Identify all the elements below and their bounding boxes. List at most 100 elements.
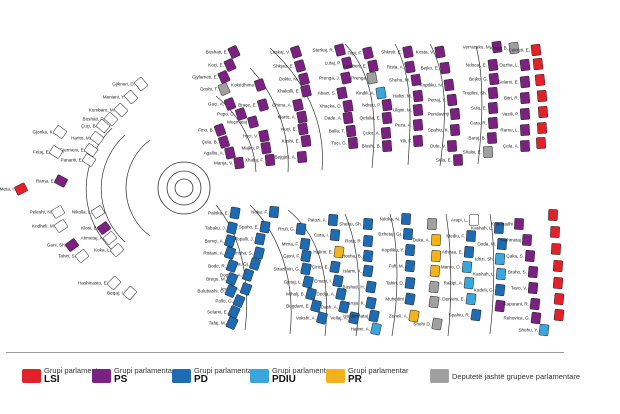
seat-box bbox=[534, 73, 546, 87]
seat: Bushati, D. bbox=[83, 112, 118, 126]
seat-label: Dade, A. bbox=[324, 116, 342, 121]
seat-box bbox=[529, 297, 541, 311]
seat-box bbox=[553, 292, 565, 306]
seat-label: Beqaj, I. bbox=[107, 291, 124, 296]
seat-label: Bogdani, E. bbox=[286, 304, 310, 309]
seat-box bbox=[449, 124, 461, 136]
seat-label: Meta, I. bbox=[0, 187, 15, 192]
seat-label: Qefalia, E. bbox=[360, 116, 381, 121]
seat: Duzha, L. bbox=[499, 58, 531, 72]
seat-label: Vellaj, A. bbox=[330, 316, 348, 321]
seat-label: Gjiknuri, D. bbox=[112, 82, 135, 87]
seat: Peza, A. bbox=[395, 118, 424, 132]
seat-label: Arapi, L. bbox=[451, 218, 468, 223]
legend-group-label: Grupi parlamentar bbox=[44, 366, 105, 375]
seat bbox=[553, 292, 565, 306]
seat-box bbox=[302, 275, 314, 289]
legend: Grupi parlamentar LSI Grupi parlamentar … bbox=[0, 350, 620, 414]
seat-label: Kokëdhima bbox=[231, 83, 254, 88]
seat-label: Xhaçka, O. bbox=[319, 104, 342, 109]
seat-box bbox=[522, 234, 532, 246]
seat-box bbox=[470, 308, 482, 322]
seat: Vellaj, A. bbox=[330, 311, 360, 325]
seat-box bbox=[223, 58, 237, 72]
seat-box bbox=[362, 218, 374, 230]
arc-top-7 bbox=[475, 45, 483, 165]
seat: Lutaj, P. bbox=[325, 56, 353, 70]
seat-label: Manja, V. bbox=[214, 161, 233, 166]
seat-label: Balla, T. bbox=[329, 129, 345, 134]
seat: Zeneli, A. bbox=[389, 309, 420, 323]
seat bbox=[537, 106, 549, 118]
seat-box bbox=[463, 246, 475, 258]
seat-label: Selami, E. bbox=[498, 80, 519, 85]
seat: Marto, A. bbox=[278, 110, 308, 124]
seat-box bbox=[487, 86, 499, 100]
seat-label: Kruja, K. bbox=[347, 301, 365, 306]
seat-label: Dule, V. bbox=[430, 144, 446, 149]
seat-box bbox=[404, 259, 416, 273]
seat: Mihalj, B. bbox=[286, 287, 317, 301]
seat-box bbox=[124, 90, 138, 104]
seat-box bbox=[300, 84, 312, 98]
seat-label: Çaka, S. bbox=[506, 254, 524, 259]
seat-box bbox=[227, 305, 241, 319]
seat: Dokle, N. bbox=[279, 72, 310, 86]
seat-box bbox=[362, 264, 374, 278]
seat-box bbox=[404, 60, 416, 74]
seat-label: Peza, A. bbox=[395, 123, 412, 128]
seat bbox=[429, 264, 441, 278]
seat-box bbox=[296, 150, 308, 164]
seat: Dule, V. bbox=[430, 140, 457, 152]
seat bbox=[536, 89, 548, 103]
seat: Gaçi, A. bbox=[208, 97, 237, 111]
seat-box bbox=[298, 72, 310, 86]
seat-label: Doda, M. bbox=[477, 242, 496, 247]
seat-box bbox=[519, 75, 531, 89]
seat-box bbox=[233, 156, 245, 170]
seat bbox=[548, 209, 558, 221]
seat: Braçe, E. bbox=[238, 98, 269, 112]
seat: Ndreu, P. bbox=[362, 98, 393, 112]
seat-box bbox=[53, 125, 67, 139]
seat-label: Abazi, S. bbox=[318, 91, 336, 96]
seat: Cekreti, E. bbox=[509, 43, 542, 57]
seat-box bbox=[49, 145, 63, 159]
seat-label: Bitri, R. bbox=[504, 96, 519, 101]
seat-box bbox=[552, 260, 564, 272]
seat: Blushi, B. bbox=[362, 140, 393, 152]
seat-box bbox=[449, 107, 461, 121]
seat: Muçmataj bbox=[227, 115, 259, 129]
seat: Meta, I. bbox=[0, 182, 28, 196]
seat: Rota, R. bbox=[345, 234, 374, 248]
seat-box bbox=[443, 78, 455, 92]
seat-box bbox=[537, 106, 549, 118]
seat: Dade, A. bbox=[324, 111, 354, 125]
seat: Arapi, L. bbox=[451, 214, 479, 226]
seat-label: Fino, B. bbox=[198, 128, 214, 133]
seat: Prenga bbox=[351, 71, 378, 85]
seat-label: Bushati, D. bbox=[83, 117, 105, 122]
seat-box bbox=[103, 231, 117, 245]
seat-box bbox=[461, 260, 473, 274]
seat-box bbox=[226, 221, 238, 235]
seat-box bbox=[412, 118, 424, 132]
seat-box bbox=[90, 131, 104, 145]
seat: Mima, F. bbox=[282, 237, 311, 251]
seat-label: Harito, M. bbox=[71, 136, 91, 141]
seat: Hashinasto, E. bbox=[78, 276, 121, 290]
seat-box bbox=[51, 205, 65, 219]
seat-label: Kumbaro, M. bbox=[89, 108, 115, 113]
seat-label: Zeneli, A. bbox=[389, 314, 408, 319]
seat-label: Hajdarmataj bbox=[343, 314, 368, 319]
seat: Athyaa, E. bbox=[442, 246, 475, 258]
arc-left-1 bbox=[125, 139, 151, 237]
seat: Hajdarmataj bbox=[343, 309, 380, 323]
seat bbox=[553, 308, 565, 322]
seat: Shehu, Y. bbox=[518, 323, 550, 337]
legend-swatch-ps bbox=[92, 369, 111, 383]
seat: Fetaj, E. bbox=[33, 145, 63, 159]
seat: Bushati, E. bbox=[206, 45, 241, 59]
seat: Abazi, S. bbox=[318, 86, 348, 100]
seat-box bbox=[370, 322, 382, 336]
